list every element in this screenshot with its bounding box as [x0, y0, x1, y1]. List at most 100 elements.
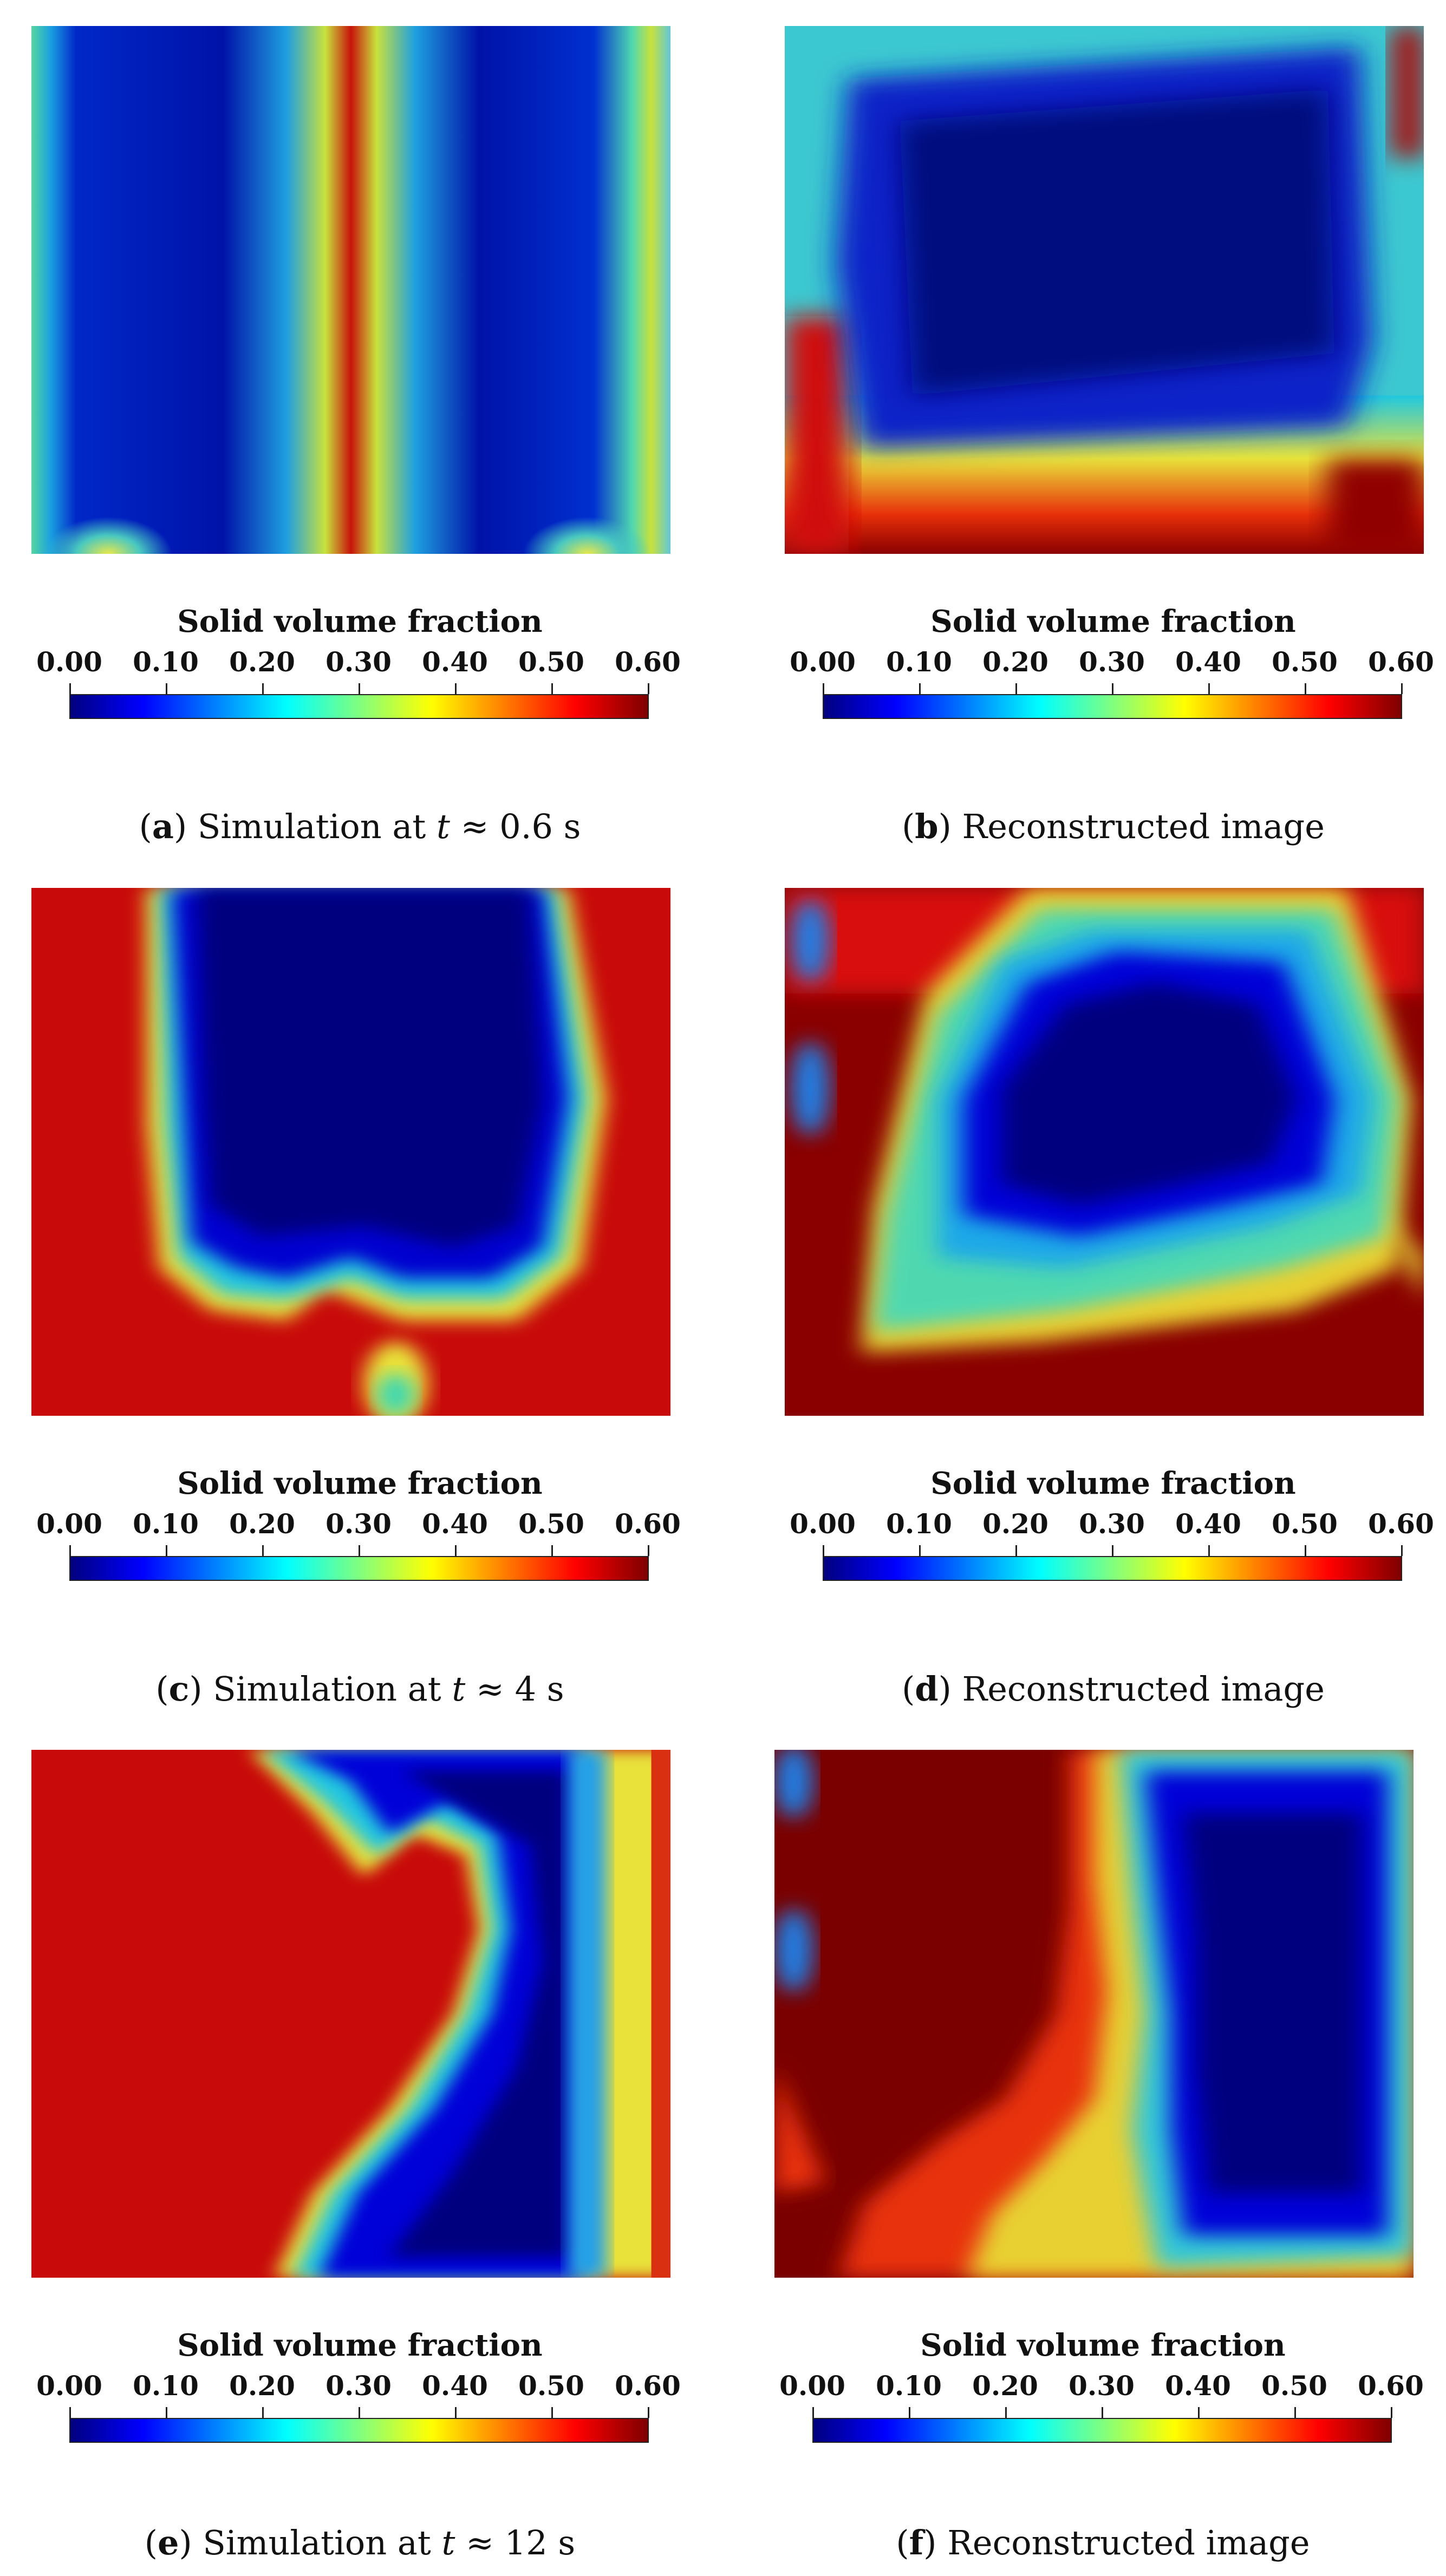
- colorbar-tick: [359, 1545, 360, 1556]
- colorbar-tick-label: 0.50: [1272, 646, 1338, 678]
- colorbar-tick: [823, 683, 824, 694]
- colorbar-tick-label: 0.30: [325, 646, 392, 678]
- colorbar-title: Solid volume fraction: [930, 604, 1296, 639]
- colorbar-tick-label: 0.30: [325, 2370, 392, 2402]
- colorbar: [69, 1556, 649, 1581]
- colorbar-tick: [1015, 683, 1017, 694]
- colorbar-tick-label: 0.50: [518, 1508, 584, 1540]
- colorbar-tick: [1401, 683, 1403, 694]
- colorbar-tick: [1112, 1545, 1113, 1556]
- colorbar-tick-label: 0.00: [790, 646, 856, 678]
- caption-text: Reconstructed image: [962, 1669, 1325, 1709]
- caption-value: ≈ 0.6 s: [450, 807, 581, 846]
- colorbar-tick: [919, 683, 921, 694]
- colorbar-tick: [69, 2407, 71, 2418]
- colorbar-tick: [648, 1545, 649, 1556]
- colorbar-tick-label: 0.40: [1175, 1508, 1241, 1540]
- colorbar-tick-label: 0.20: [972, 2370, 1038, 2402]
- colorbar-tick: [1112, 683, 1113, 694]
- colorbar-tick-label: 0.10: [133, 2370, 199, 2402]
- colorbar-tick-label: 0.30: [325, 1508, 392, 1540]
- caption-d: (d) Reconstructed image: [902, 1669, 1325, 1709]
- field-image-c: [31, 888, 670, 1416]
- colorbar-tick-label: 0.10: [133, 1508, 199, 1540]
- colorbar-title: Solid volume fraction: [177, 2327, 543, 2363]
- colorbar-tick: [1305, 683, 1306, 694]
- colorbar: [812, 2418, 1392, 2443]
- field-image-b: [785, 26, 1424, 554]
- colorbar-tick: [359, 2407, 360, 2418]
- colorbar-tick: [1015, 1545, 1017, 1556]
- colorbar-tick-label: 0.10: [886, 646, 952, 678]
- colorbar-tick-label: 0.30: [1079, 646, 1145, 678]
- colorbar-tick-label: 0.50: [1261, 2370, 1327, 2402]
- colorbar-tick-label: 0.50: [518, 2370, 584, 2402]
- colorbar-tick-label: 0.60: [615, 2370, 681, 2402]
- colorbar-tick: [551, 2407, 553, 2418]
- colorbar: [823, 1556, 1402, 1581]
- colorbar-tick: [812, 2407, 814, 2418]
- colorbar-tick-label: 0.00: [36, 1508, 102, 1540]
- colorbar-tick-label: 0.20: [229, 646, 295, 678]
- caption-letter: a: [152, 807, 174, 846]
- colorbar-tick-label: 0.60: [615, 646, 681, 678]
- colorbar-tick-label: 0.20: [229, 2370, 295, 2402]
- caption-c: (c) Simulation at t ≈ 4 s: [155, 1669, 564, 1709]
- caption-f: (f) Reconstructed image: [896, 2523, 1310, 2562]
- caption-value: ≈ 4 s: [465, 1669, 564, 1709]
- colorbar-title: Solid volume fraction: [930, 1466, 1296, 1501]
- colorbar-tick-label: 0.40: [1175, 646, 1241, 678]
- colorbar-tick-label: 0.40: [422, 1508, 488, 1540]
- colorbar: [823, 694, 1402, 719]
- colorbar-tick: [262, 683, 264, 694]
- caption-text: Simulation at: [203, 2523, 442, 2562]
- colorbar-tick: [166, 1545, 167, 1556]
- caption-letter: c: [168, 1669, 190, 1709]
- colorbar-tick: [1005, 2407, 1007, 2418]
- caption-letter: e: [158, 2523, 179, 2562]
- colorbar-tick: [551, 1545, 553, 1556]
- colorbar-tick: [551, 683, 553, 694]
- caption-variable: t: [441, 2523, 455, 2562]
- colorbar-tick-label: 0.60: [615, 1508, 681, 1540]
- caption-variable: t: [437, 807, 450, 846]
- colorbar-tick-label: 0.10: [886, 1508, 952, 1540]
- colorbar-tick: [455, 683, 457, 694]
- colorbar-tick: [1208, 1545, 1210, 1556]
- colorbar-tick-label: 0.60: [1358, 2370, 1424, 2402]
- colorbar-tick-label: 0.20: [982, 646, 1048, 678]
- field-image-d: [785, 888, 1424, 1416]
- colorbar-tick: [1294, 2407, 1296, 2418]
- colorbar-tick: [1391, 2407, 1392, 2418]
- colorbar-tick-label: 0.10: [133, 646, 199, 678]
- colorbar-tick-label: 0.60: [1368, 1508, 1434, 1540]
- colorbar-tick-label: 0.00: [36, 2370, 102, 2402]
- colorbar-tick-label: 0.10: [876, 2370, 942, 2402]
- caption-letter: d: [915, 1669, 939, 1709]
- caption-text: Simulation at: [213, 1669, 452, 1709]
- colorbar-tick-label: 0.50: [518, 646, 584, 678]
- colorbar-tick-label: 0.40: [422, 2370, 488, 2402]
- colorbar-tick-label: 0.20: [982, 1508, 1048, 1540]
- colorbar-tick: [455, 1545, 457, 1556]
- colorbar-tick: [648, 2407, 649, 2418]
- colorbar-title: Solid volume fraction: [177, 604, 543, 639]
- colorbar-tick: [359, 683, 360, 694]
- colorbar-tick-label: 0.20: [229, 1508, 295, 1540]
- colorbar-tick-label: 0.60: [1368, 646, 1434, 678]
- colorbar-tick-label: 0.00: [36, 646, 102, 678]
- colorbar-tick: [1208, 683, 1210, 694]
- colorbar-tick: [69, 683, 71, 694]
- caption-b: (b) Reconstructed image: [902, 807, 1325, 846]
- field-image-e: [31, 1750, 670, 2278]
- colorbar-tick-label: 0.00: [790, 1508, 856, 1540]
- colorbar-tick: [69, 1545, 71, 1556]
- colorbar-tick: [262, 1545, 264, 1556]
- caption-value: ≈ 12 s: [455, 2523, 576, 2562]
- colorbar-tick: [919, 1545, 921, 1556]
- colorbar-tick: [823, 1545, 824, 1556]
- colorbar-tick: [1305, 1545, 1306, 1556]
- colorbar-tick-label: 0.50: [1272, 1508, 1338, 1540]
- colorbar-tick-label: 0.00: [779, 2370, 845, 2402]
- caption-text: Reconstructed image: [962, 807, 1325, 846]
